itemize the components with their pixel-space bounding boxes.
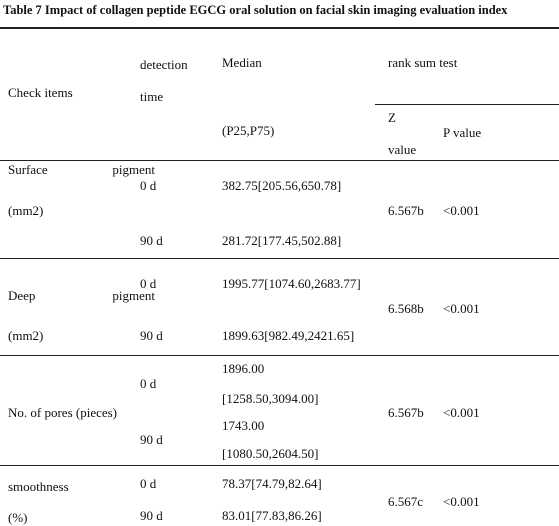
cell: 83.01[77.83,86.26]: [222, 508, 322, 523]
header-cell: Check items: [8, 85, 73, 100]
cell: 1995.77[1074.60,2683.77]: [222, 276, 361, 291]
cell: (mm2): [8, 203, 44, 218]
rule: [0, 27, 559, 29]
header-cell: time: [140, 89, 164, 104]
cell: 0 d: [140, 178, 157, 193]
cell: 90 d: [140, 508, 163, 523]
cell: 6.567c: [388, 494, 424, 509]
cell: 0 d: [140, 276, 157, 291]
cell: <0.001: [443, 494, 480, 509]
cell: Surface pigment: [8, 162, 155, 177]
cell: [1080.50,2604.50]: [222, 446, 319, 461]
header-cell: Median: [222, 55, 262, 70]
cell: 0 d: [140, 476, 157, 491]
table-title: Table 7 Impact of collagen peptide EGCG …: [3, 3, 508, 17]
cell: 6.567b: [388, 405, 424, 420]
header-cell: detection: [140, 57, 188, 72]
cell: 281.72[177.45,502.88]: [222, 233, 342, 248]
header-cell: value: [388, 142, 417, 157]
cell: (mm2): [8, 328, 44, 343]
cell: (%): [8, 510, 28, 525]
cell: Deep pigment: [8, 288, 155, 303]
cell: 0 d: [140, 376, 157, 391]
cell: 6.568b: [388, 301, 424, 316]
cell: <0.001: [443, 203, 480, 218]
cell: 1743.00: [222, 418, 265, 433]
rule: [0, 465, 559, 466]
cell: <0.001: [443, 301, 480, 316]
header-cell: Z: [388, 110, 396, 125]
cell: No. of pores (pieces): [8, 405, 118, 420]
cell: smoothness: [8, 479, 69, 494]
cell: [1258.50,3094.00]: [222, 391, 319, 406]
rule: [0, 160, 559, 161]
cell: 90 d: [140, 432, 163, 447]
cell: 90 d: [140, 233, 163, 248]
cell: 1899.63[982.49,2421.65]: [222, 328, 355, 343]
cell: 6.567b: [388, 203, 424, 218]
rule: [375, 104, 559, 105]
header-cell: P value: [443, 125, 482, 140]
cell: 90 d: [140, 328, 163, 343]
cell: 78.37[74.79,82.64]: [222, 476, 322, 491]
cell: 1896.00: [222, 361, 265, 376]
header-cell: rank sum test: [388, 55, 458, 70]
header-cell: (P25,P75): [222, 123, 275, 138]
rule: [0, 355, 559, 356]
cell: 382.75[205.56,650.78]: [222, 178, 342, 193]
rule: [0, 258, 559, 259]
cell: <0.001: [443, 405, 480, 420]
